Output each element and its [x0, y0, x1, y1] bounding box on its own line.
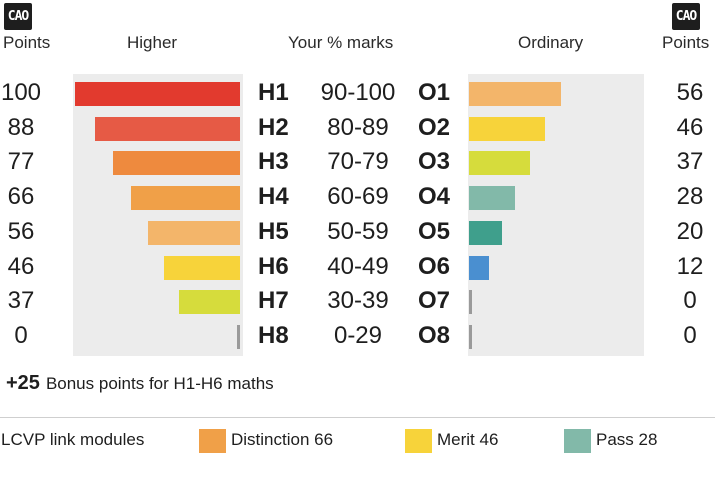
distinction-label: Distinction 66: [231, 430, 334, 449]
ordinary-bar: [469, 116, 545, 141]
marks-range: 90-100: [320, 79, 396, 106]
cao-logo-right: CAO: [672, 3, 700, 30]
ordinary-grade: O1: [418, 79, 451, 106]
higher-grade: H4: [258, 183, 289, 211]
higher-points: 37: [7, 287, 35, 315]
ordinary-points: 0: [683, 287, 697, 315]
higher-points: 100: [0, 79, 42, 106]
your-marks-header: Your % marks: [288, 33, 394, 52]
higher-bar: [237, 324, 240, 349]
ordinary-bar: [469, 220, 502, 245]
divider: [0, 417, 715, 418]
ordinary-points: 20: [676, 217, 704, 245]
higher-grade: H8: [258, 321, 289, 349]
marks-range: 60-69: [327, 183, 389, 211]
higher-bar: [75, 82, 240, 106]
higher-points: 88: [7, 113, 35, 141]
points-right-header: Points: [662, 33, 710, 52]
higher-grade: H5: [258, 217, 289, 245]
higher-grade: H3: [258, 148, 289, 176]
ordinary-points: 12: [676, 252, 704, 280]
higher-bar: [112, 151, 240, 176]
higher-bar: [147, 220, 240, 245]
ordinary-grade: O7: [418, 287, 451, 315]
higher-bar: [131, 186, 240, 211]
ordinary-points: 28: [676, 183, 704, 211]
higher-grade: H1: [258, 79, 289, 106]
ordinary-grade: O2: [418, 113, 451, 141]
higher-bar: [178, 290, 240, 315]
pass-label: Pass 28: [596, 430, 658, 449]
bonus-value: +25: [6, 372, 40, 394]
higher-points: 0: [14, 321, 28, 349]
cao-logo-left-text: CAO: [7, 9, 30, 24]
ordinary-points: 0: [683, 321, 697, 349]
higher-points: 66: [7, 183, 35, 211]
ordinary-bar: [469, 82, 562, 106]
merit-swatch: [405, 429, 432, 453]
higher-grade: H7: [258, 287, 289, 315]
marks-range: 30-39: [327, 287, 389, 315]
marks-range: 50-59: [327, 217, 389, 245]
higher-header: Higher: [127, 33, 178, 52]
points-left-header: Points: [3, 33, 51, 52]
bonus-line: +25 Bonus points for H1-H6 maths: [6, 372, 274, 395]
ordinary-bar: [469, 290, 472, 315]
bonus-text: Bonus points for H1-H6 maths: [45, 374, 274, 393]
marks-range: 70-79: [327, 148, 389, 176]
higher-grade: H2: [258, 113, 289, 141]
cao-logo-right-text: CAO: [675, 9, 698, 24]
higher-bar: [94, 116, 240, 141]
ordinary-grade: O8: [418, 321, 451, 349]
marks-range: 40-49: [327, 252, 389, 280]
merit-label: Merit 46: [437, 430, 499, 449]
marks-range: 80-89: [327, 113, 389, 141]
higher-points: 56: [7, 217, 35, 245]
higher-bar: [164, 255, 240, 280]
lcvp-label: LCVP link modules: [1, 430, 145, 449]
ordinary-points: 37: [676, 148, 704, 176]
ordinary-grade: O6: [418, 252, 451, 280]
cao-logo-left: CAO: [4, 3, 32, 30]
ordinary-grade: O5: [418, 217, 451, 245]
pass-swatch: [564, 429, 591, 453]
ordinary-header: Ordinary: [518, 33, 584, 52]
ordinary-points: 46: [676, 113, 704, 141]
marks-range: 0-29: [333, 321, 383, 349]
higher-grade: H6: [258, 252, 289, 280]
ordinary-points: 56: [676, 79, 704, 106]
ordinary-bar: [469, 151, 531, 176]
ordinary-grade: O3: [418, 148, 451, 176]
higher-points: 77: [7, 148, 35, 176]
higher-points: 46: [7, 252, 35, 280]
ordinary-bar: [469, 186, 516, 211]
ordinary-bar: [469, 255, 489, 280]
ordinary-bar: [469, 324, 472, 349]
ordinary-grade: O4: [418, 183, 451, 211]
distinction-swatch: [199, 429, 226, 453]
